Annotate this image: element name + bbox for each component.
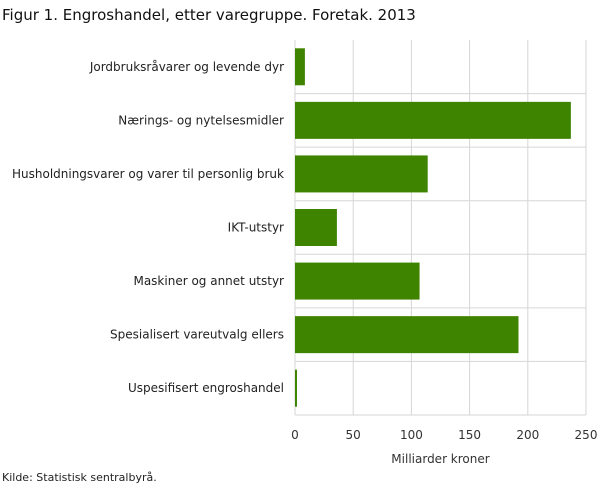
bar (295, 48, 305, 86)
source-note: Kilde: Statistisk sentralbyrå. (2, 471, 157, 484)
category-label: Husholdningsvarer og varer til personlig… (12, 167, 284, 181)
category-label: Uspesifisert engroshandel (128, 381, 284, 395)
bar (295, 155, 428, 193)
x-tick-label: 150 (458, 428, 481, 442)
bar (295, 316, 519, 354)
bar (295, 101, 571, 139)
category-label: Jordbruksråvarer og levende dyr (89, 60, 284, 74)
bar (295, 262, 420, 300)
bar (295, 209, 337, 246)
x-tick-label: 250 (575, 428, 598, 442)
category-label: Nærings- og nytelsesmidler (118, 113, 284, 127)
category-label: IKT-utstyr (228, 221, 284, 235)
category-label: Maskiner og annet utstyr (133, 274, 284, 288)
category-label: Spesialisert vareutvalg ellers (110, 328, 284, 342)
x-axis-label: Milliarder kroner (391, 452, 489, 466)
x-tick-label: 200 (516, 428, 539, 442)
x-tick-label: 100 (400, 428, 423, 442)
chart-title: Figur 1. Engroshandel, etter varegruppe.… (2, 6, 416, 24)
bar (295, 369, 297, 407)
x-tick-label: 50 (346, 428, 361, 442)
x-tick-label: 0 (291, 428, 299, 442)
